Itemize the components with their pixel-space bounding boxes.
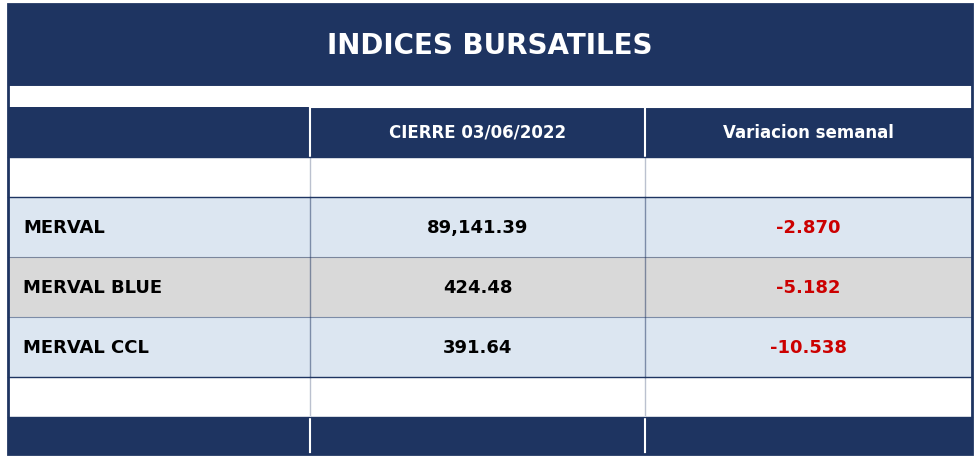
Text: CIERRE 03/06/2022: CIERRE 03/06/2022 <box>389 124 566 142</box>
Bar <box>8 108 310 157</box>
Bar <box>310 108 645 157</box>
Text: 424.48: 424.48 <box>443 279 513 297</box>
Text: 89,141.39: 89,141.39 <box>427 218 528 236</box>
Text: -2.870: -2.870 <box>776 218 841 236</box>
Text: MERVAL BLUE: MERVAL BLUE <box>23 279 162 297</box>
Text: Variacion semanal: Variacion semanal <box>723 124 894 142</box>
Text: MERVAL: MERVAL <box>23 218 105 236</box>
Bar <box>8 197 972 257</box>
Text: 391.64: 391.64 <box>443 338 513 356</box>
Bar <box>8 88 972 108</box>
Bar <box>8 5 972 88</box>
Bar <box>8 257 972 317</box>
Bar <box>8 377 972 417</box>
Text: -5.182: -5.182 <box>776 279 841 297</box>
Bar <box>8 317 972 377</box>
Text: INDICES BURSATILES: INDICES BURSATILES <box>327 33 653 61</box>
Text: -10.538: -10.538 <box>770 338 847 356</box>
Text: MERVAL CCL: MERVAL CCL <box>23 338 149 356</box>
Bar <box>645 108 972 157</box>
Bar <box>8 417 972 454</box>
Bar <box>8 157 972 197</box>
